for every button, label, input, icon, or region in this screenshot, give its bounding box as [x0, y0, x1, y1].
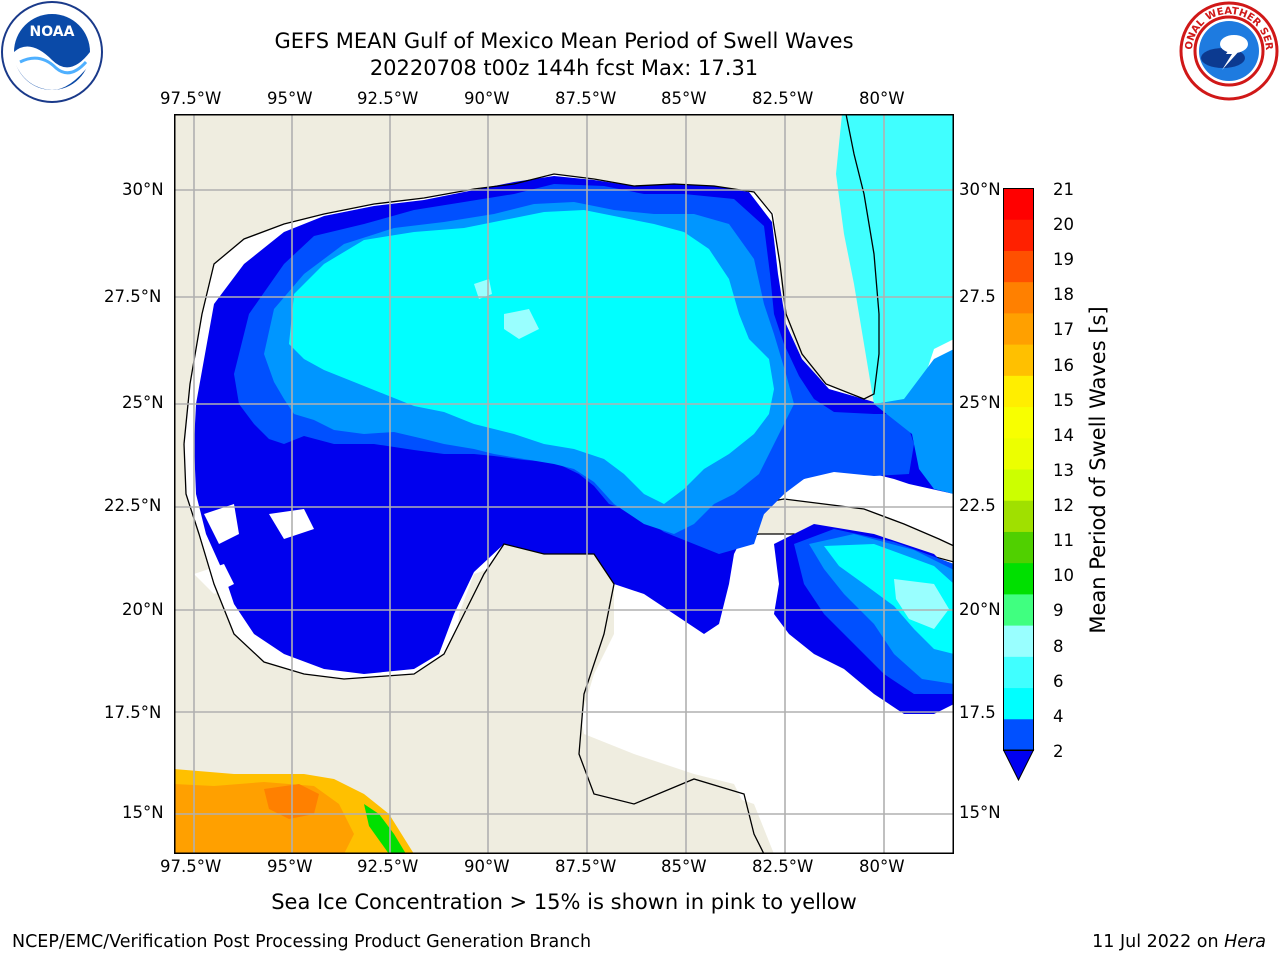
colorbar-tick: 4 — [1053, 707, 1064, 726]
footer-credit: NCEP/EMC/Verification Post Processing Pr… — [12, 932, 592, 952]
footer-host: Hera — [1224, 932, 1266, 952]
colorbar-segment — [1003, 593, 1034, 626]
colorbar-segment — [1003, 531, 1034, 564]
lat-label: 30°N — [122, 180, 164, 199]
colorbar-segment — [1003, 344, 1034, 376]
colorbar-tick: 19 — [1053, 250, 1074, 269]
lon-label: 90°W — [464, 857, 510, 876]
lat-label: 25°N — [122, 393, 164, 412]
field-green — [364, 804, 406, 854]
colorbar-tick: 18 — [1053, 285, 1074, 304]
lat-label: 27.5 — [959, 287, 996, 306]
sea-ice-note: Sea Ice Concentration > 15% is shown in … — [271, 890, 857, 914]
lat-label: 17.5 — [959, 703, 996, 722]
colorbar-segment — [1003, 469, 1034, 501]
colorbar-tick: 16 — [1053, 356, 1074, 375]
colorbar-tick: 6 — [1053, 672, 1064, 691]
colorbar-tick: 12 — [1053, 496, 1074, 515]
colorbar-tick: 15 — [1053, 391, 1074, 410]
map-subtitle: 20220708 t00z 144h fcst Max: 17.31 — [369, 56, 759, 80]
field-p6 — [504, 309, 539, 339]
colorbar-extend-triangle — [1002, 749, 1035, 782]
lat-label: 27.5°N — [104, 287, 162, 306]
colorbar-tick: 2 — [1053, 742, 1064, 761]
colorbar-segment — [1003, 562, 1034, 595]
lon-label: 95°W — [267, 857, 313, 876]
colorbar-tick: 14 — [1053, 426, 1074, 445]
field-p6-caribbean — [894, 579, 949, 629]
lat-label: 15°N — [122, 803, 164, 822]
coastlines — [183, 113, 880, 855]
field-p4-atlantic — [874, 349, 954, 494]
map-title: GEFS MEAN Gulf of Mexico Mean Period of … — [274, 29, 854, 53]
footer-date-text: 11 Jul 2022 on — [1092, 932, 1219, 952]
colorbar-segment — [1003, 188, 1034, 220]
svg-text:NOAA: NOAA — [30, 24, 75, 40]
lat-label: 17.5°N — [104, 703, 162, 722]
lon-label: 82.5°W — [752, 857, 814, 876]
lon-label: 85°W — [661, 857, 707, 876]
field-p5-atlantic — [836, 114, 954, 409]
noaa-logo: NOAA — [0, 0, 104, 104]
lon-label: 82.5°W — [752, 89, 814, 108]
field-gap — [204, 504, 239, 544]
colorbar-tick: 13 — [1053, 461, 1074, 480]
colorbar-tick: 8 — [1053, 637, 1064, 656]
map-frame — [174, 114, 954, 854]
lon-label: 92.5°W — [357, 89, 419, 108]
colorbar-segment — [1003, 219, 1034, 251]
colorbar-segment — [1003, 312, 1034, 345]
lat-label: 22.5 — [959, 496, 996, 515]
lat-label: 20°N — [122, 600, 164, 619]
colorbar-label: Mean Period of Swell Waves [s] — [1086, 306, 1110, 634]
colorbar-tick: 11 — [1053, 531, 1074, 550]
colorbar-segment — [1003, 250, 1034, 283]
lon-label: 87.5°W — [555, 89, 617, 108]
field-p5 — [289, 210, 774, 504]
colorbar-tick: 9 — [1053, 601, 1064, 620]
lon-label: 97.5°W — [160, 857, 222, 876]
footer-date: 11 Jul 2022 on Hera — [1092, 932, 1266, 952]
colorbar-segment — [1003, 656, 1034, 689]
map-canvas — [174, 113, 955, 855]
lat-label: 22.5°N — [104, 496, 162, 515]
colorbar-tick: 20 — [1053, 215, 1074, 234]
lat-label: 30°N — [959, 180, 1001, 199]
graticule — [174, 114, 954, 854]
swell-field — [174, 114, 954, 854]
colorbar-svg — [1002, 188, 1035, 782]
colorbar-tick: 17 — [1053, 320, 1074, 339]
colorbar-segment — [1003, 718, 1034, 751]
colorbar-segment — [1003, 625, 1034, 657]
field-gap — [194, 564, 234, 594]
colorbar-segment — [1003, 437, 1034, 470]
lon-label: 95°W — [267, 89, 313, 108]
field-p5-caribbean — [824, 544, 954, 654]
lon-label: 87.5°W — [555, 857, 617, 876]
colorbar — [1002, 188, 1043, 790]
colorbar-tick: 10 — [1053, 566, 1074, 585]
lat-label: 25°N — [959, 393, 1001, 412]
lon-label: 97.5°W — [160, 89, 222, 108]
map-panel — [174, 113, 955, 855]
colorbar-segment — [1003, 406, 1034, 439]
nws-logo: NATIONAL WEATHER SERVICE — [1174, 0, 1280, 102]
lon-label: 90°W — [464, 89, 510, 108]
lon-label: 80°W — [859, 857, 905, 876]
lat-label: 15°N — [959, 803, 1001, 822]
colorbar-segment — [1003, 500, 1034, 532]
yucatan-land — [454, 554, 614, 814]
lat-label: 20°N — [959, 600, 1001, 619]
colorbar-tick: 21 — [1053, 180, 1074, 199]
lon-label: 85°W — [661, 89, 707, 108]
colorbar-segment — [1003, 687, 1034, 720]
lon-label: 80°W — [859, 89, 905, 108]
colorbar-segment — [1003, 375, 1034, 408]
colorbar-segment — [1003, 281, 1034, 314]
lon-label: 92.5°W — [357, 857, 419, 876]
